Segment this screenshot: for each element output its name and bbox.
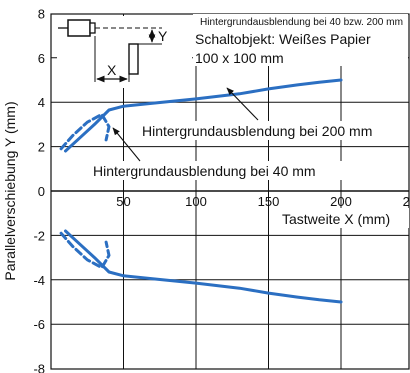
inset-x-label: X	[107, 62, 117, 78]
chart-title: Hintergrundausblendung bei 40 bzw. 200 m…	[200, 16, 403, 28]
x-tick-label: 100	[185, 194, 207, 209]
series-line-200mm-lower	[64, 229, 343, 304]
y-tick-label: 0	[38, 184, 45, 199]
chart-subtitle-line-2: 100 x 100 mm	[195, 50, 284, 66]
y-tick-label: 8	[38, 6, 45, 21]
x-tick-label: 200	[330, 194, 352, 209]
y-tick-label: 2	[38, 140, 45, 155]
series-line-40mm-lower	[59, 231, 111, 270]
target-object-icon	[128, 43, 139, 75]
annotation-200-background	[138, 121, 408, 140]
annotation-200-arrow	[226, 87, 259, 121]
series-line-200mm-upper	[64, 78, 343, 153]
series-line-40mm-upper	[59, 112, 111, 151]
y-tick-label: -2	[33, 228, 45, 243]
inset-diagram: Y X	[57, 16, 192, 88]
x-tick-label: 250	[403, 194, 410, 209]
chart-subtitle-line-1: Schaltobjekt: Weißes Papier	[195, 31, 371, 47]
x-axis-label-background	[272, 208, 409, 228]
annotation-40-arrow	[112, 127, 141, 162]
title-background	[193, 14, 408, 66]
y-tick-label: -6	[33, 317, 45, 332]
sensor-lens-icon	[89, 22, 96, 34]
annotation-200-label: Hintergrundausblendung bei 200 mm	[142, 123, 372, 139]
x-axis-label: Tastweite X (mm)	[282, 211, 390, 227]
y-tick-label: -8	[33, 362, 45, 373]
x-tick-label: 150	[258, 194, 280, 209]
tick-labels: 50 100 150 200 250 -8 -6 -4 -2 0 2 4 6 8	[33, 6, 410, 373]
x-tick-label: 50	[116, 194, 130, 209]
sensor-icon	[67, 19, 91, 37]
y-tick-label: 4	[38, 95, 45, 110]
series-group	[59, 78, 343, 304]
inset-y-label: Y	[158, 28, 168, 44]
annotation-40-background	[89, 161, 359, 180]
y-tick-label: 6	[38, 51, 45, 66]
y-axis-label: Parallelverschiebung Y (mm)	[2, 101, 18, 280]
y-tick-label: -4	[33, 273, 45, 288]
annotation-40-label: Hintergrundausblendung bei 40 mm	[93, 163, 316, 179]
